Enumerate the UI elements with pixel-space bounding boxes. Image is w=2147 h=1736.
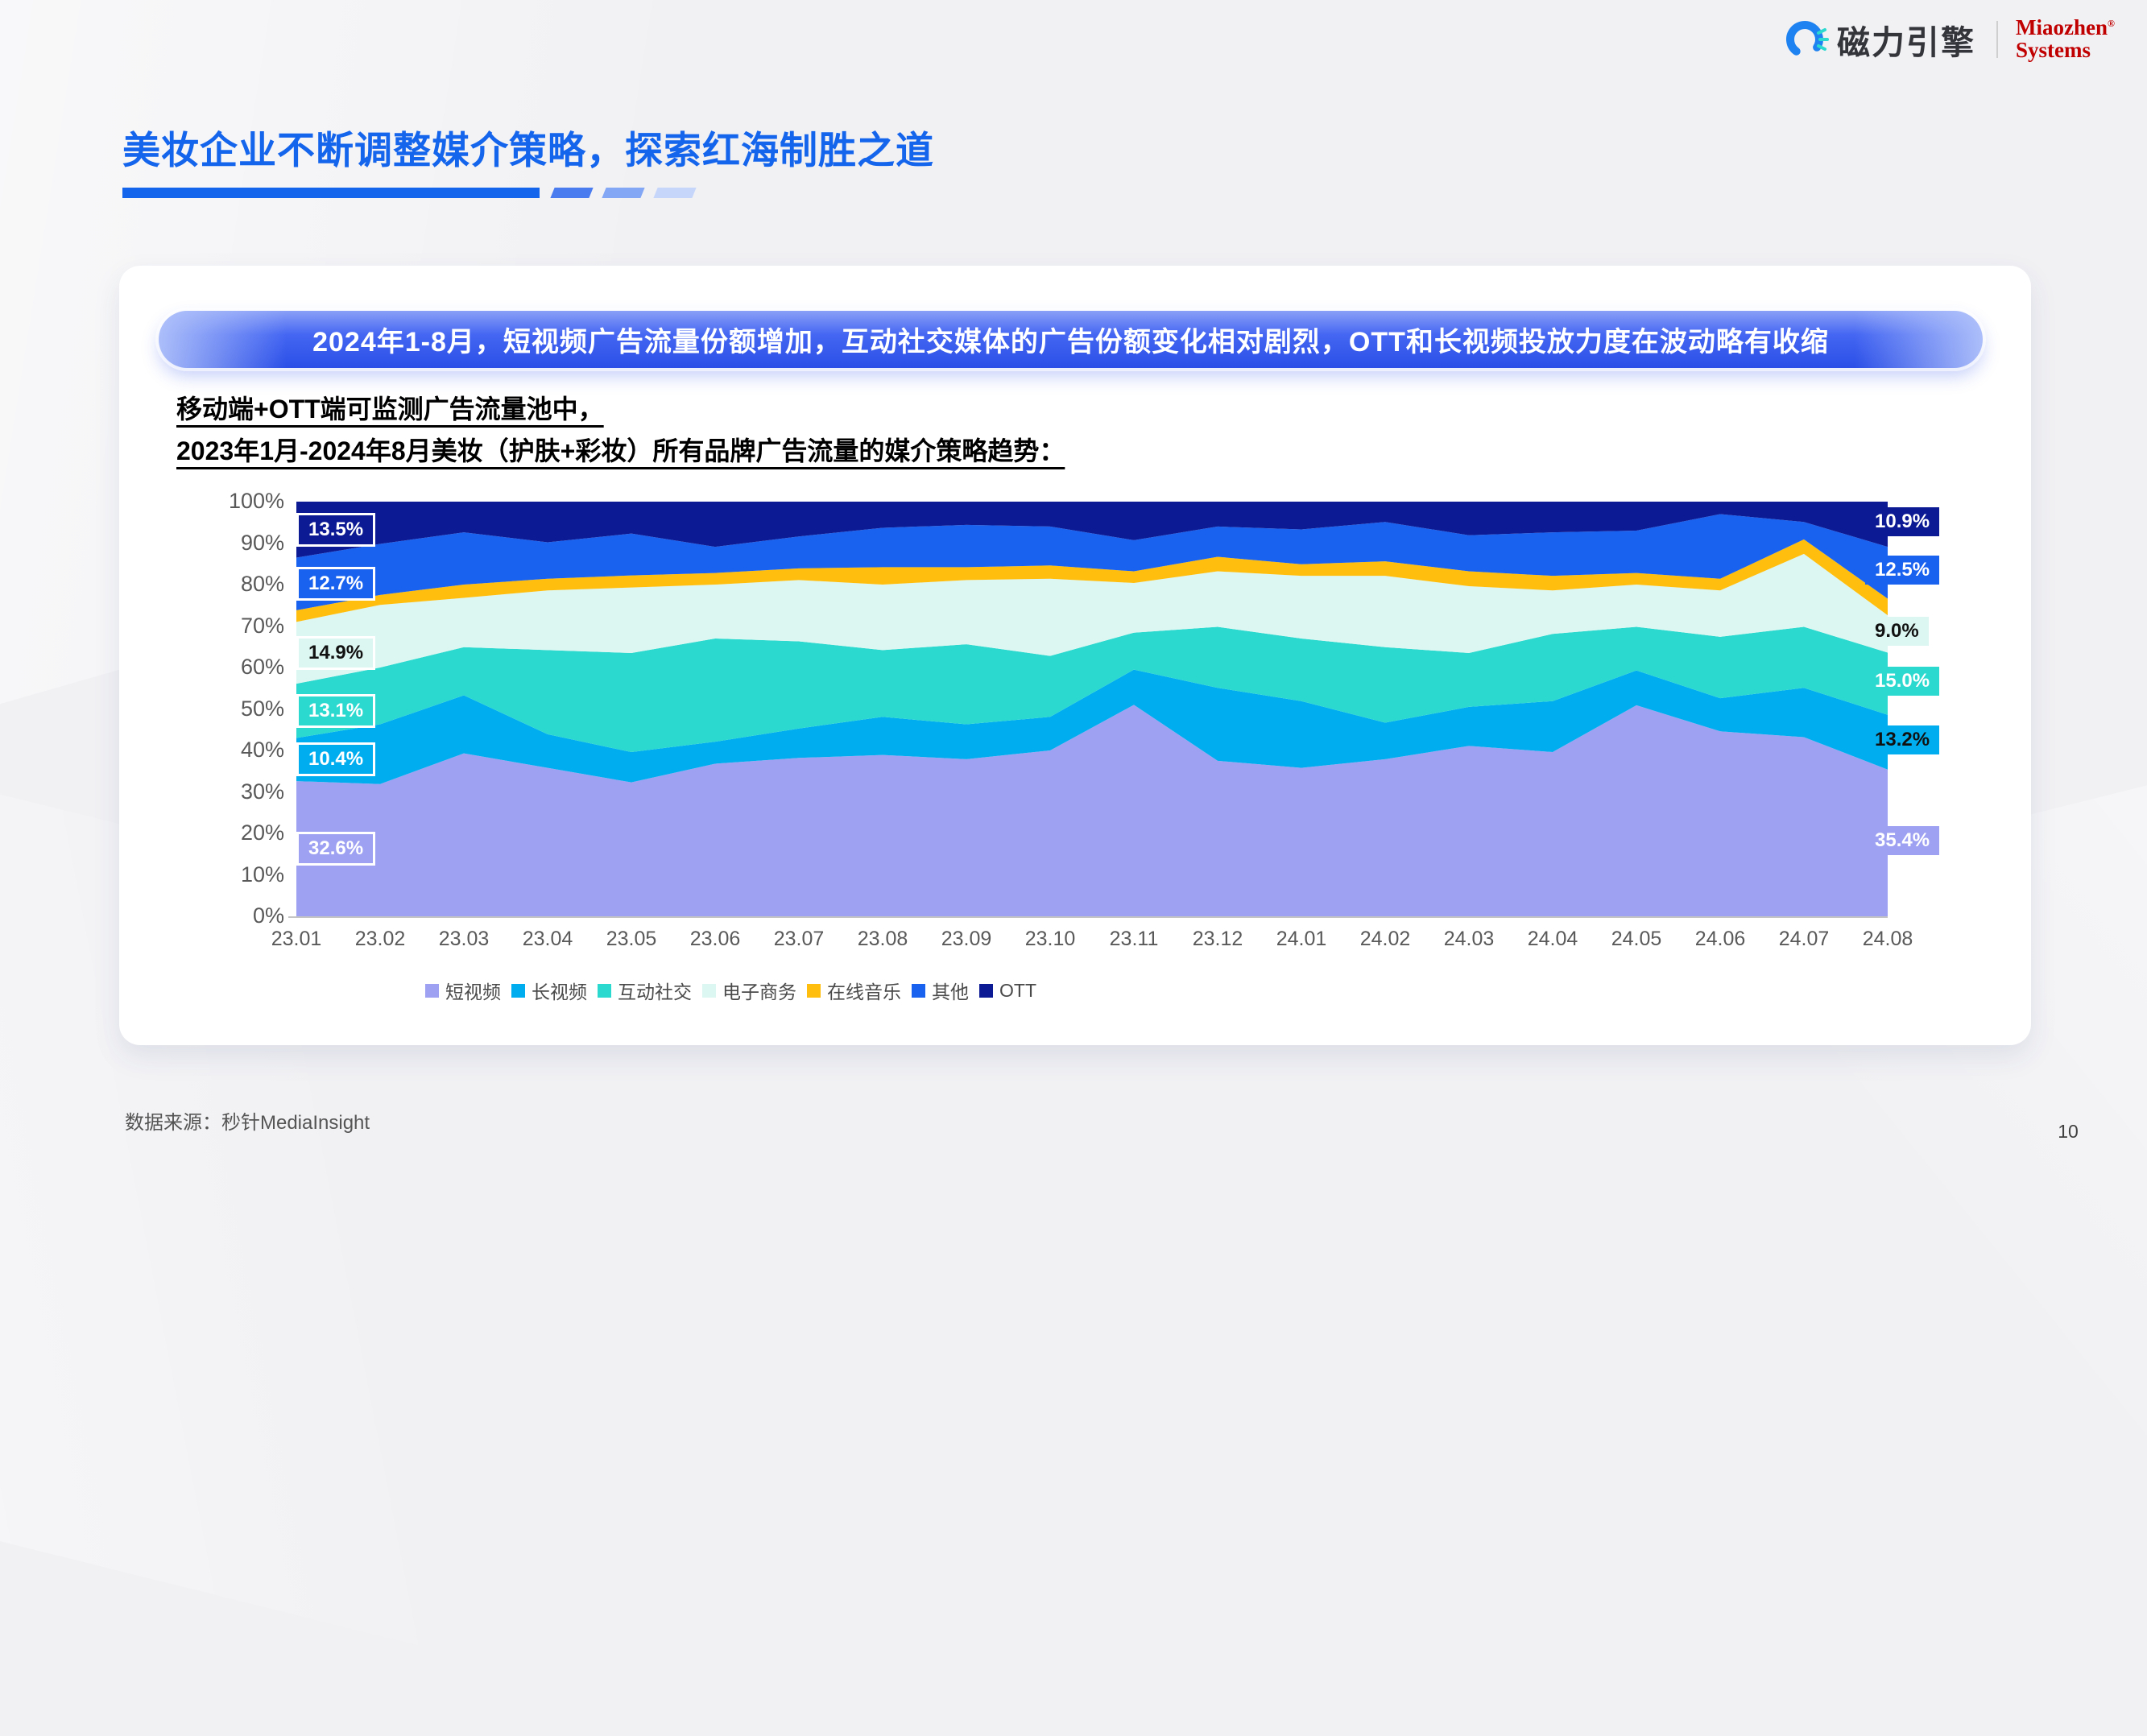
legend-label-互动社交: 互动社交 — [618, 982, 692, 1002]
data-label-right-OTT: 10.9% — [1865, 507, 1940, 537]
data-label-left-电子商务: 14.9% — [296, 635, 376, 670]
legend-item-在线音乐: 在线音乐 — [807, 977, 901, 1004]
stacked-area-chart — [288, 502, 1888, 918]
data-label-right-长视频: 13.2% — [1865, 725, 1940, 754]
x-axis-tick-23.12: 23.12 — [1192, 928, 1243, 950]
legend-item-电子商务: 电子商务 — [702, 977, 796, 1004]
area-series-短视频 — [296, 705, 1888, 916]
legend-swatch-OTT — [979, 983, 993, 998]
legend-swatch-短视频 — [425, 983, 439, 998]
x-axis-tick-23.10: 23.10 — [1024, 928, 1076, 950]
data-label-right-互动社交: 15.0% — [1865, 667, 1940, 696]
data-label-right-短视频: 35.4% — [1865, 825, 1940, 855]
chart-subtitle: 移动端+OTT端可监测广告流量池中， 2023年1月-2024年8月美妆（护肤+… — [176, 388, 1065, 472]
x-axis-tick-23.05: 23.05 — [606, 928, 657, 950]
legend-label-电子商务: 电子商务 — [722, 982, 796, 1002]
legend-item-其他: 其他 — [912, 977, 969, 1004]
data-source-note: 数据来源：秒针MediaInsight — [125, 1112, 370, 1134]
x-axis-tick-24.05: 24.05 — [1611, 928, 1662, 950]
legend-label-长视频: 长视频 — [532, 982, 587, 1002]
y-axis-tick-10%: 10% — [240, 862, 284, 887]
page-number: 10 — [2058, 1121, 2079, 1142]
x-axis-tick-24.04: 24.04 — [1527, 928, 1578, 950]
y-axis-tick-90%: 90% — [240, 530, 284, 555]
legend-swatch-互动社交 — [598, 983, 611, 998]
key-message-banner: 2024年1-8月，短视频广告流量份额增加，互动社交媒体的广告份额变化相对剧烈，… — [159, 311, 1983, 368]
legend-label-在线音乐: 在线音乐 — [827, 982, 901, 1002]
y-axis-tick-60%: 60% — [240, 655, 284, 679]
title-underline-decoration — [122, 188, 697, 198]
legend-swatch-长视频 — [511, 983, 525, 998]
cili-engine-logo-icon — [1786, 21, 1830, 58]
miaozhen-line2: Systems — [2016, 38, 2091, 62]
x-axis-tick-23.07: 23.07 — [773, 928, 825, 950]
data-label-left-长视频: 10.4% — [296, 742, 376, 777]
legend-swatch-电子商务 — [702, 983, 716, 998]
y-axis-tick-100%: 100% — [228, 489, 284, 513]
area-series-OTT — [296, 502, 1888, 558]
data-label-left-短视频: 32.6% — [296, 832, 376, 866]
area-series-互动社交 — [296, 626, 1888, 753]
y-axis-tick-0%: 0% — [252, 903, 284, 928]
area-series-在线音乐 — [296, 539, 1888, 622]
x-axis-tick-23.06: 23.06 — [689, 928, 741, 950]
miaozhen-systems-logo: Miaozhen® Systems — [2016, 17, 2115, 61]
data-label-left-互动社交: 13.1% — [296, 693, 376, 728]
chart-legend: 短视频 长视频 互动社交 电子商务 在线音乐 其他 OTT — [425, 977, 1036, 1004]
x-axis-tick-24.01: 24.01 — [1276, 928, 1327, 950]
chart-subtitle-line1: 移动端+OTT端可监测广告流量池中， — [176, 395, 604, 424]
y-axis-tick-80%: 80% — [240, 572, 284, 596]
legend-item-OTT: OTT — [979, 980, 1036, 1002]
legend-item-互动社交: 互动社交 — [598, 977, 692, 1004]
legend-label-其他: 其他 — [932, 982, 969, 1002]
x-axis-tick-23.01: 23.01 — [271, 928, 322, 950]
x-axis-tick-23.04: 23.04 — [522, 928, 573, 950]
title-underline-bar — [122, 188, 540, 198]
x-axis-tick-24.06: 24.06 — [1694, 928, 1746, 950]
y-axis-tick-50%: 50% — [240, 696, 284, 721]
y-axis-tick-40%: 40% — [240, 738, 284, 762]
area-series-电子商务 — [296, 553, 1888, 684]
area-series-长视频 — [296, 669, 1888, 784]
x-axis-tick-23.03: 23.03 — [438, 928, 490, 950]
x-axis-tick-24.02: 24.02 — [1359, 928, 1411, 950]
data-label-right-其他: 12.5% — [1865, 556, 1940, 585]
legend-label-短视频: 短视频 — [445, 982, 501, 1002]
x-axis-tick-23.08: 23.08 — [857, 928, 908, 950]
legend-swatch-其他 — [912, 983, 925, 998]
x-axis-tick-23.11: 23.11 — [1109, 928, 1159, 950]
y-axis-tick-30%: 30% — [240, 779, 284, 804]
y-axis-tick-20%: 20% — [240, 820, 284, 845]
x-axis-tick-24.03: 24.03 — [1443, 928, 1495, 950]
legend-item-短视频: 短视频 — [425, 977, 501, 1004]
legend-swatch-在线音乐 — [807, 983, 821, 998]
key-message-text: 2024年1-8月，短视频广告流量份额增加，互动社交媒体的广告份额变化相对剧烈，… — [312, 327, 1829, 358]
page-title: 美妆企业不断调整媒介策略，探索红海制胜之道 — [122, 129, 934, 172]
x-axis-tick-24.08: 24.08 — [1862, 928, 1913, 950]
registered-mark: ® — [2108, 18, 2115, 30]
chart-subtitle-line2: 2023年1月-2024年8月美妆（护肤+彩妆）所有品牌广告流量的媒介策略趋势： — [176, 436, 1065, 465]
legend-label-OTT: OTT — [999, 979, 1036, 1001]
miaozhen-line1: Miaozhen — [2016, 15, 2108, 40]
x-axis-tick-24.07: 24.07 — [1778, 928, 1830, 950]
data-label-right-电子商务: 9.0% — [1865, 617, 1929, 647]
brand-divider — [1996, 21, 1999, 58]
y-axis-tick-70%: 70% — [240, 613, 284, 638]
x-axis-tick-23.09: 23.09 — [941, 928, 992, 950]
area-series-其他 — [296, 514, 1888, 610]
data-label-left-其他: 12.7% — [296, 567, 376, 601]
x-axis-tick-23.02: 23.02 — [354, 928, 406, 950]
legend-item-长视频: 长视频 — [511, 977, 587, 1004]
data-label-left-OTT: 13.5% — [296, 512, 376, 547]
cili-engine-logo-text: 磁力引擎 — [1837, 24, 1976, 61]
brand-bar: 磁力引擎 Miaozhen® Systems — [1784, 16, 2115, 63]
